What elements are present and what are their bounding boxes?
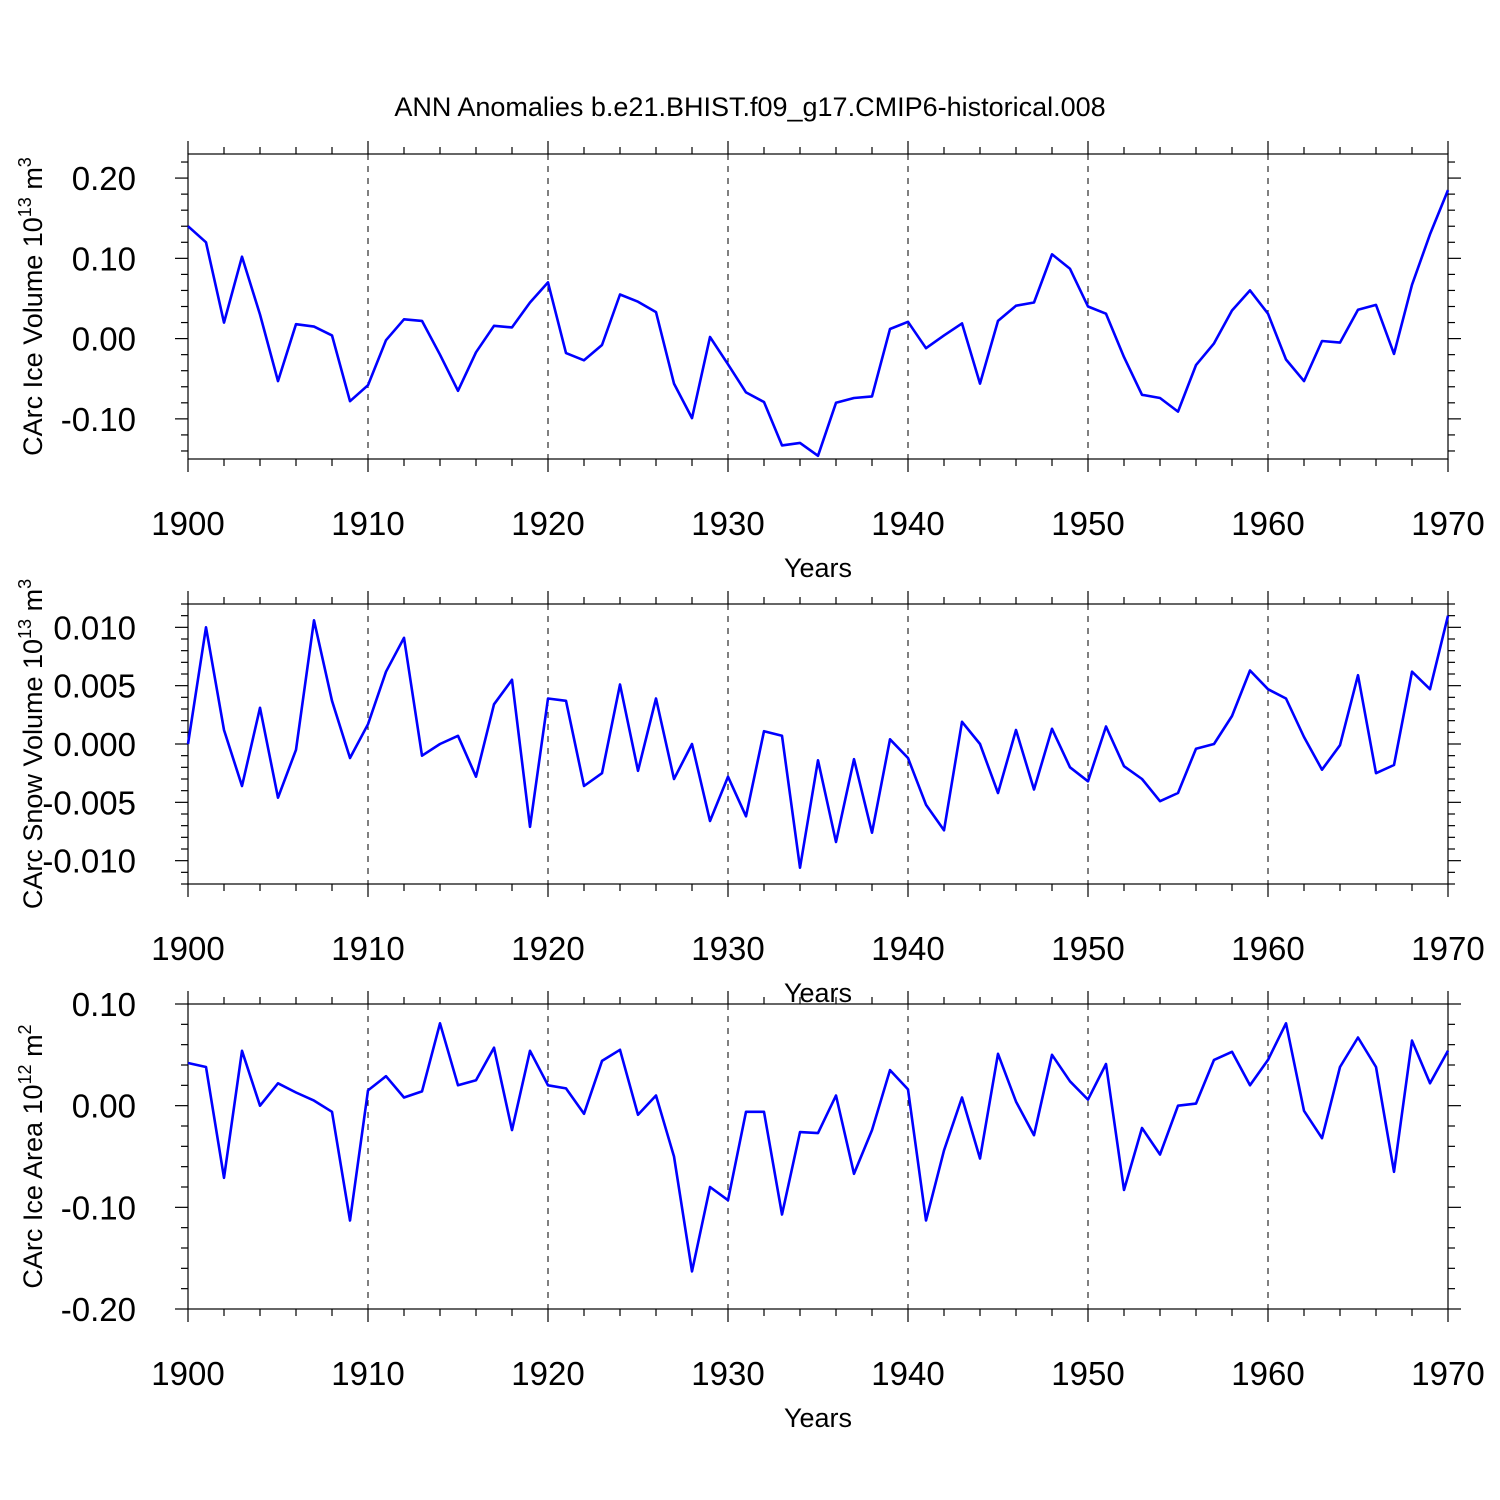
y-axis-label: CArc Ice Area 1012 m2 — [15, 1024, 48, 1288]
y-axis-label-unit-exponent: 2 — [15, 1024, 35, 1034]
y-tick-label: -0.010 — [42, 843, 136, 880]
y-axis-label-main: CArc Snow Volume 10 — [18, 639, 48, 909]
y-tick-label: 0.10 — [72, 240, 136, 277]
x-tick-label: 1940 — [871, 1355, 944, 1392]
x-tick-label: 1900 — [151, 1355, 224, 1392]
x-tick-label: 1930 — [691, 505, 764, 542]
chart-title: ANN Anomalies b.e21.BHIST.f09_g17.CMIP6-… — [394, 92, 1105, 122]
x-tick-label: 1950 — [1051, 505, 1124, 542]
x-axis-label: Years — [784, 1403, 852, 1433]
x-axis-label: Years — [784, 978, 852, 1008]
x-tick-label: 1950 — [1051, 1355, 1124, 1392]
plot-frame — [187, 1003, 1449, 1310]
x-tick-label: 1900 — [151, 930, 224, 967]
y-tick-label: -0.20 — [61, 1291, 136, 1328]
y-axis-label-unit-exponent: 3 — [15, 157, 35, 167]
series-line-snow-volume — [186, 615, 1450, 870]
x-tick-label: 1970 — [1411, 1355, 1484, 1392]
y-tick-label: 0.10 — [72, 986, 136, 1023]
x-tick-label: 1920 — [511, 1355, 584, 1392]
x-tick-label: 1930 — [691, 930, 764, 967]
x-tick-label: 1960 — [1231, 930, 1304, 967]
x-tick-label: 1950 — [1051, 930, 1124, 967]
x-tick-label: 1940 — [871, 930, 944, 967]
y-tick-label: 0.000 — [53, 726, 136, 763]
plot-frame — [187, 153, 1449, 460]
x-tick-label: 1920 — [511, 505, 584, 542]
y-tick-label: -0.005 — [42, 784, 136, 821]
y-tick-label: 0.00 — [72, 321, 136, 358]
panel-ice-volume: 1900 1910 1920 1930 1940 1950 1960 1970 Years 0.2… — [15, 141, 1485, 583]
y-axis-label-unit: m — [18, 1034, 48, 1064]
y-axis-label-unit: m — [18, 589, 48, 619]
y-tick-label: 0.010 — [53, 609, 136, 646]
x-tick-label: 1910 — [331, 1355, 404, 1392]
panel-snow-volume: 1900 1910 1920 1930 1940 1950 1960 1970 Years 0.0… — [15, 579, 1485, 1008]
panel-ice-area: 1900 1910 1920 1930 1940 1950 1960 1970 Years 0.1… — [15, 986, 1485, 1433]
x-axis-label: Years — [784, 553, 852, 583]
y-axis-label-unit: m — [18, 167, 48, 197]
x-tick-label: 1930 — [691, 1355, 764, 1392]
y-tick-label: -0.10 — [61, 401, 136, 438]
series-line-ice-volume — [187, 189, 1450, 458]
y-tick-label: 0.00 — [72, 1088, 136, 1125]
plot-frame — [187, 603, 1449, 885]
y-axis-label-exponent: 13 — [15, 619, 35, 639]
x-tick-label: 1920 — [511, 930, 584, 967]
x-tick-label: 1970 — [1411, 930, 1484, 967]
x-tick-label: 1940 — [871, 505, 944, 542]
y-tick-label: -0.10 — [61, 1189, 136, 1226]
series-line-ice-area — [187, 1021, 1450, 1273]
x-tick-label: 1960 — [1231, 1355, 1304, 1392]
y-axis-label-exponent: 13 — [15, 197, 35, 217]
y-axis-label-main: CArc Ice Area 10 — [18, 1084, 48, 1288]
x-tick-label: 1970 — [1411, 505, 1484, 542]
y-tick-label: 0.20 — [72, 160, 136, 197]
x-tick-label: 1910 — [331, 505, 404, 542]
y-axis-label-unit-exponent: 3 — [15, 579, 35, 589]
y-tick-label: 0.005 — [53, 668, 136, 705]
y-axis-label-exponent: 12 — [15, 1064, 35, 1084]
x-tick-label: 1900 — [151, 505, 224, 542]
y-axis-label: CArc Snow Volume 1013 m3 — [15, 579, 48, 909]
x-tick-label: 1960 — [1231, 505, 1304, 542]
y-axis-label: CArc Ice Volume 1013 m3 — [15, 157, 48, 456]
x-tick-label: 1910 — [331, 930, 404, 967]
y-axis-label-main: CArc Ice Volume 10 — [18, 217, 48, 456]
